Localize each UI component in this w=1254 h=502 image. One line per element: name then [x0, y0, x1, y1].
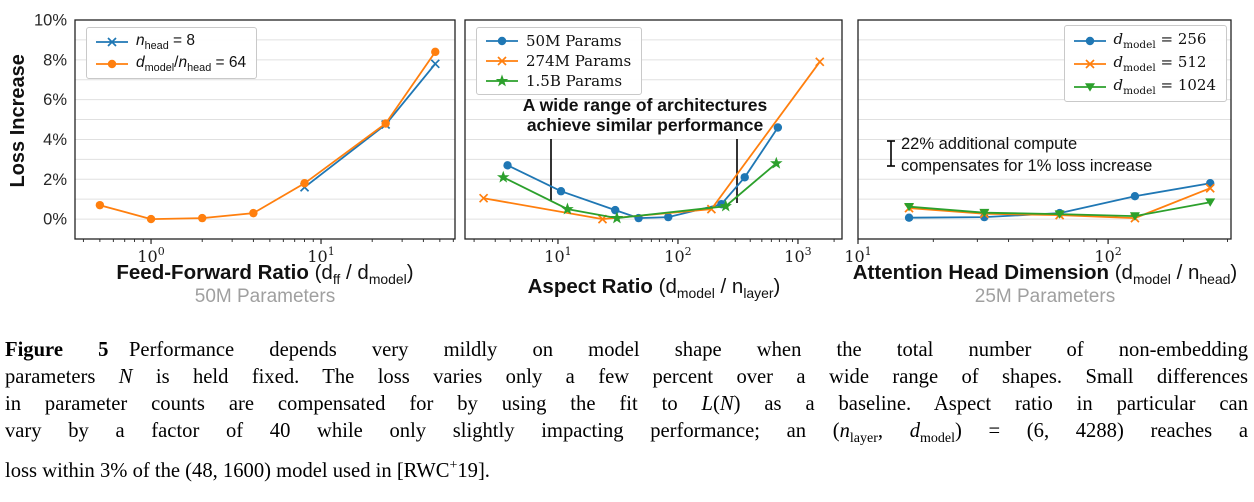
marker-triangle-down	[1054, 210, 1065, 219]
marker-circle	[249, 208, 258, 218]
series-markers-1-5b-params	[496, 156, 783, 224]
x-tick-label: 102	[664, 245, 691, 266]
series-line-d-model-n-head-64	[99, 51, 437, 221]
caption-line: parameters N is held fixed. The loss var…	[5, 364, 1248, 391]
text-segment: (	[713, 393, 720, 415]
marker-circle	[431, 47, 440, 57]
text-segment: ) as a baseline. Aspect ratio in particu…	[733, 393, 1248, 415]
text-segment: ) = (6, 4288) reaches a	[955, 420, 1248, 442]
marker-circle	[503, 161, 512, 170]
x-tick-label: 103	[784, 245, 811, 266]
caption-line: vary by a factor of 40 while only slight…	[5, 418, 1248, 452]
y-axis: 0% 2% 4% 6% 8% 10% Loss Increase	[7, 12, 67, 229]
marker-circle	[740, 173, 749, 182]
marker-x	[1205, 183, 1215, 193]
text-segment: N	[719, 393, 734, 415]
marker-star	[496, 170, 510, 183]
marker-triangle-down	[979, 208, 990, 218]
figure-caption: Figure 5 Performance depends very mildly…	[5, 337, 1248, 485]
marker-circle	[904, 213, 914, 222]
marker-circle	[198, 213, 207, 223]
marker-star	[610, 211, 624, 224]
series-markers-d-model-n-head-64	[95, 47, 440, 224]
marker-star	[770, 156, 783, 169]
series-markers-274m-params	[478, 57, 825, 224]
text-segment: ,	[877, 420, 910, 442]
marker-triangle-down	[904, 202, 915, 212]
marker-circle	[381, 119, 390, 128]
x-tick-label: 101	[544, 245, 571, 266]
text-segment: vary by a factor of 40 while only slight…	[5, 420, 840, 442]
text-segment: Performance depends very mildly on model…	[108, 339, 1248, 361]
marker-circle	[95, 200, 105, 210]
marker-circle	[1130, 191, 1140, 201]
marker-star	[561, 202, 574, 215]
marker-circle	[611, 205, 620, 215]
y-tick-label: 0%	[43, 211, 67, 229]
figure-5-plots: 0% 2% 4% 6% 8% 10% Loss Increase 100 101 101 102 10…	[7, 12, 1237, 308]
plot-border	[857, 19, 1232, 240]
text-segment: layer	[849, 431, 878, 447]
marker-star	[719, 199, 732, 212]
text-segment: is held fixed. The loss varies only a fe…	[132, 366, 1248, 388]
panel-aspect-ratio: 101 102 103	[464, 19, 843, 266]
text-segment: model	[920, 431, 955, 447]
marker-circle	[146, 214, 156, 224]
y-tick-label: 4%	[43, 131, 67, 149]
marker-x	[430, 59, 440, 69]
text-segment: n	[839, 420, 850, 442]
series-markers-50m-params	[503, 123, 783, 223]
y-tick-label: 8%	[43, 51, 67, 69]
plot-border	[74, 19, 456, 240]
series-line-1-5b-params	[502, 162, 777, 220]
marker-triangle-down	[1129, 212, 1140, 221]
x-tick-label: 101	[307, 245, 334, 266]
marker-x	[706, 204, 717, 214]
x-tick-label: 101	[844, 245, 871, 266]
text-segment: loss within 3% of the (48, 1600) model u…	[5, 459, 450, 482]
y-tick-label: 2%	[43, 171, 67, 189]
marker-circle	[300, 179, 309, 188]
x-tick-label: 100	[137, 245, 164, 266]
text-segment: 19].	[457, 459, 490, 482]
panel-attention-head-dimension: 101 102	[844, 19, 1232, 266]
text-segment: d	[909, 420, 920, 442]
marker-circle	[556, 187, 566, 196]
series-line-50m-params	[507, 127, 779, 220]
y-tick-label: 10%	[34, 12, 67, 30]
marker-circle	[664, 212, 673, 222]
marker-triangle-down	[1205, 198, 1216, 207]
text-segment: in parameter counts are compensated for …	[5, 393, 702, 415]
marker-x	[478, 193, 489, 203]
plot-border	[464, 19, 843, 240]
caption-line: loss within 3% of the (48, 1600) model u…	[5, 452, 1248, 485]
text-segment: N	[118, 366, 133, 388]
x-tick-label: 102	[1094, 245, 1121, 266]
series-markers-d-model-1024	[904, 198, 1216, 221]
marker-circle	[773, 123, 783, 132]
marker-x	[815, 57, 825, 67]
y-axis-title: Loss Increase	[7, 54, 29, 187]
caption-line: Figure 5 Performance depends very mildly…	[5, 337, 1248, 364]
y-tick-label: 6%	[43, 91, 67, 109]
caption-line: in parameter counts are compensated for …	[5, 391, 1248, 418]
panel-feed-forward-ratio: 100 101	[74, 19, 456, 266]
text-segment: L	[701, 393, 713, 415]
text-segment: +	[449, 458, 458, 474]
text-segment: Figure 5	[5, 339, 109, 361]
text-segment: parameters	[5, 366, 119, 388]
